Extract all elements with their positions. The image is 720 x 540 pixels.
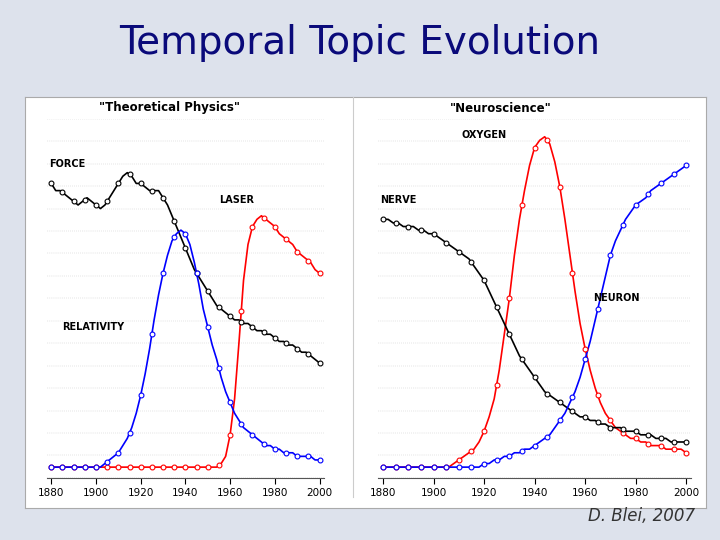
Text: "Neuroscience": "Neuroscience" xyxy=(449,102,552,114)
Text: Temporal Topic Evolution: Temporal Topic Evolution xyxy=(120,24,600,62)
Text: NEURON: NEURON xyxy=(593,293,639,303)
Text: OXYGEN: OXYGEN xyxy=(462,130,507,139)
Text: "Theoretical Physics": "Theoretical Physics" xyxy=(99,102,240,114)
Text: RELATIVITY: RELATIVITY xyxy=(63,322,125,332)
Text: D. Blei, 2007: D. Blei, 2007 xyxy=(588,507,695,525)
Text: FORCE: FORCE xyxy=(49,159,85,169)
Text: NERVE: NERVE xyxy=(381,195,417,205)
Text: LASER: LASER xyxy=(219,195,254,205)
